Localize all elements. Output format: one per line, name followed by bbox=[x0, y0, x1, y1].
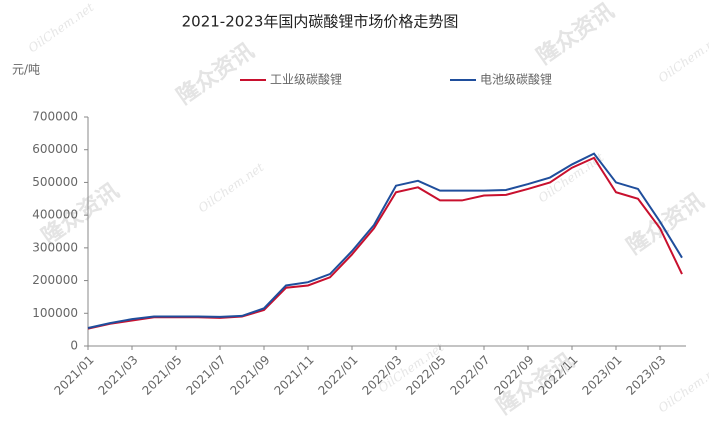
x-tick-label: 2021/05 bbox=[139, 353, 184, 398]
watermark: OilChem.net bbox=[656, 30, 709, 85]
x-tick-label: 2023/03 bbox=[623, 353, 668, 398]
x-tick-label: 2021/09 bbox=[227, 353, 272, 398]
y-tick-label: 200000 bbox=[32, 273, 78, 287]
line bbox=[87, 156, 683, 330]
legend-label: 工业级碳酸锂 bbox=[270, 72, 342, 87]
y-tick-label: 600000 bbox=[32, 142, 78, 156]
watermark: OilChem.net bbox=[656, 360, 709, 415]
y-tick-label: 100000 bbox=[32, 306, 78, 320]
x-tick-label: 2022/01 bbox=[315, 353, 360, 398]
legend-label: 电池级碳酸锂 bbox=[480, 72, 552, 87]
x-tick-label: 2022/07 bbox=[447, 353, 492, 398]
x-tick-label: 2021/03 bbox=[95, 353, 140, 398]
x-tick-label: 2021/07 bbox=[183, 353, 228, 398]
y-tick-label: 500000 bbox=[32, 175, 78, 189]
watermark: OilChem.net bbox=[26, 0, 97, 55]
x-tick-label: 2021/11 bbox=[271, 353, 316, 398]
watermark: 隆众资讯 bbox=[533, 0, 619, 70]
x-tick-label: 2021/01 bbox=[51, 353, 96, 398]
watermark: 隆众资讯 bbox=[623, 189, 709, 260]
chart-title: 2021-2023年国内碳酸锂市场价格走势图 bbox=[182, 13, 459, 31]
watermark: OilChem.net bbox=[196, 160, 267, 215]
y-tick-label: 0 bbox=[70, 339, 78, 353]
watermark: 隆众资讯 bbox=[173, 39, 259, 110]
y-tick-label: 300000 bbox=[32, 240, 78, 254]
y-tick-label: 700000 bbox=[32, 110, 78, 124]
line bbox=[87, 152, 683, 329]
y-unit: 元/吨 bbox=[12, 63, 40, 77]
x-tick-label: 2023/01 bbox=[579, 353, 624, 398]
y-tick-label: 400000 bbox=[32, 208, 78, 222]
